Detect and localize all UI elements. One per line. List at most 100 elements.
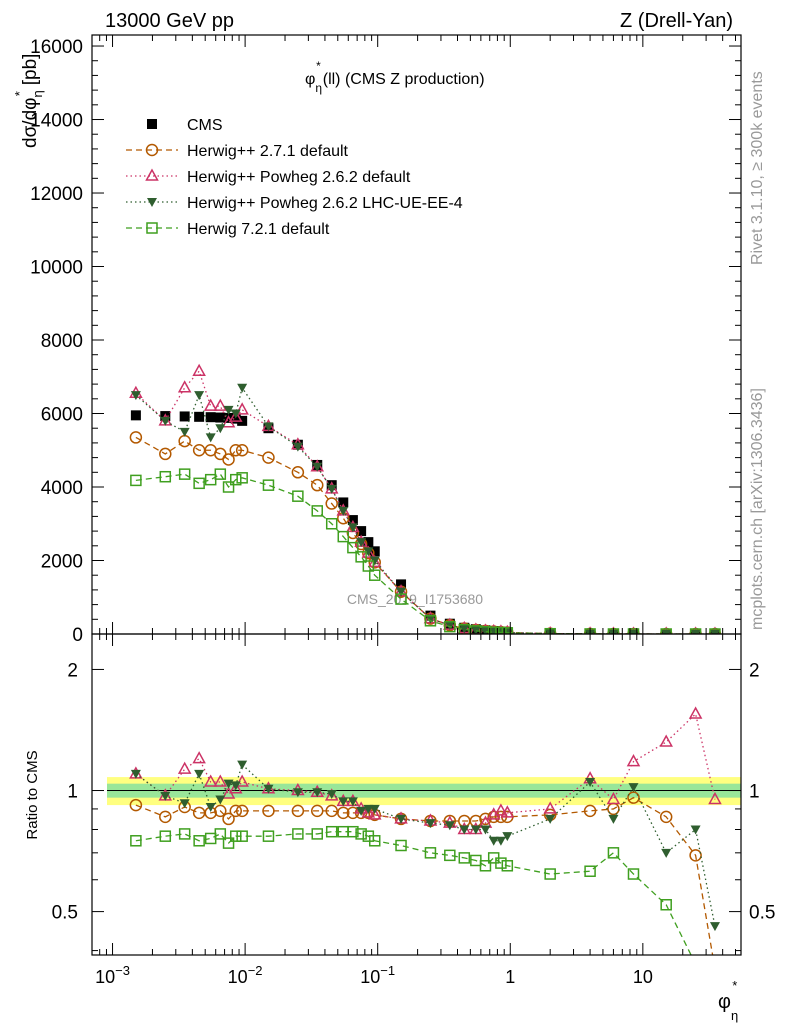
top-ylabel-main: dσ/dφ [20, 98, 41, 148]
ratio-point-powhegUE [292, 788, 303, 798]
xtick-label: 10 [633, 967, 653, 987]
legend-item-herwig271: Herwig++ 2.7.1 default [126, 143, 349, 160]
ratio-series-herwig721 [130, 825, 701, 969]
ratio-point-herwig721 [178, 828, 191, 840]
ratio-point-powhegUE [338, 797, 349, 807]
top-point-CMS [356, 526, 367, 537]
ratio-point-powhegUE [690, 825, 701, 835]
ratio-point-herwig271 [325, 804, 338, 818]
ratio-point-powheg [494, 803, 508, 816]
top-point-CMS [130, 410, 141, 421]
legend-label-powheg: Herwig++ Powheg 2.6.2 default [187, 169, 411, 186]
top-point-herwig271 [159, 447, 172, 461]
top-point-herwig271 [262, 451, 275, 464]
top-point-powhegUE [237, 383, 248, 393]
top-point-powhegUE [363, 547, 374, 557]
ratio-point-herwig271 [229, 804, 243, 818]
ratio-point-powhegUE [608, 814, 619, 824]
top-point-herwig721 [130, 474, 142, 487]
ratio-panel: 10−3 10−2 10−1 1 10 0.5 0.5 1 1 2 2 [52, 633, 775, 987]
top-point-powhegUE [223, 405, 234, 415]
ratio-point-powhegUE [356, 806, 367, 816]
top-point-herwig721 [159, 470, 172, 483]
ratio-point-powhegUE [347, 797, 358, 807]
ratio-point-herwig721 [214, 828, 227, 840]
ratio-point-powheg [203, 774, 218, 787]
top-point-powhegUE [470, 625, 481, 634]
top-point-CMS [179, 411, 190, 422]
top-point-powhegUE [356, 538, 367, 548]
top-point-herwig721 [337, 530, 350, 543]
ratio-ylabel: Ratio to CMS [24, 750, 41, 839]
ratio-point-powhegUE [502, 832, 513, 842]
ratio-point-herwig271 [262, 804, 275, 818]
top-series-herwig271 [129, 431, 722, 634]
top-point-powhegUE [179, 427, 190, 437]
ratio-point-herwig271 [487, 810, 500, 824]
top-point-herwig271 [178, 434, 191, 448]
top-point-CMS [205, 412, 216, 423]
ratio-series-herwig271 [129, 791, 714, 955]
top-point-powhegUE [263, 422, 274, 432]
ratio-point-herwig721 [204, 832, 217, 845]
ratio-point-powhegUE [215, 795, 226, 805]
ratio-point-powheg [192, 751, 206, 764]
ratio-point-powheg [500, 805, 515, 818]
ratio-point-herwig721 [368, 835, 381, 847]
ratio-point-herwig721 [444, 849, 456, 862]
top-point-herwig721 [230, 473, 242, 486]
top-point-powheg [228, 409, 243, 422]
main-title-rest: (ll) (CMS Z production) [323, 71, 485, 88]
top-point-powheg [192, 363, 206, 376]
xtick-label: 1 [505, 967, 515, 987]
top-point-herwig721 [355, 551, 367, 563]
top-point-herwig721 [347, 541, 359, 554]
main-title-phi: φ [305, 71, 315, 88]
ratio-band [107, 777, 741, 806]
top-point-herwig721 [395, 593, 407, 605]
ratio-point-herwig721 [292, 828, 304, 840]
ratio-point-herwig721 [159, 830, 172, 842]
top-point-herwig721 [424, 615, 437, 627]
top-point-herwig721 [236, 472, 248, 484]
top-point-herwig721 [487, 626, 500, 634]
ratio-point-powhegUE [223, 779, 234, 789]
ratio-point-powhegUE [312, 788, 323, 798]
ratio-point-powheg [708, 791, 722, 805]
ratio-point-powhegUE [709, 922, 720, 932]
legend-marker-herwig721 [146, 222, 158, 234]
ratio-point-herwig721 [660, 898, 672, 911]
top-point-powheg [177, 380, 192, 393]
top-point-powhegUE [230, 409, 241, 419]
top-panel: 0 2000 4000 6000 8000 10000 12000 14000 16000 [30, 34, 742, 646]
top-point-powhegUE [194, 391, 205, 401]
ratio-point-herwig721 [607, 847, 620, 859]
top-point-herwig721 [178, 468, 191, 480]
ratio-point-herwig721 [424, 847, 437, 859]
top-point-herwig271 [325, 497, 338, 510]
ratio-point-herwig721 [691, 959, 701, 969]
mcplots-label: mcplots.cern.ch [arXiv:1306.3436] [749, 388, 766, 630]
legend-marker-powheg [145, 168, 159, 181]
top-point-herwig721 [292, 490, 304, 502]
top-series-powhegUE [130, 383, 720, 634]
rivet-label: Rivet 3.1.10, ≥ 300k events [749, 71, 766, 265]
ratio-ytick-label-left: 2 [67, 660, 78, 681]
top-point-herwig271 [291, 466, 305, 479]
xtick-label: 10−1 [360, 963, 395, 987]
ratio-frame [91, 633, 742, 956]
ratio-point-herwig271 [159, 810, 172, 824]
ratio-point-powhegUE [425, 819, 436, 829]
top-point-herwig271 [310, 478, 324, 492]
top-point-herwig271 [222, 453, 235, 466]
ratio-point-powheg [228, 781, 243, 794]
top-point-CMS [237, 415, 248, 426]
top-point-powhegUE [312, 462, 323, 472]
ratio-ytick-label-right: 2 [749, 660, 760, 681]
ratio-point-herwig721 [355, 828, 367, 840]
top-point-powhegUE [709, 629, 720, 634]
ratio-line-powheg [135, 712, 716, 831]
top-point-powhegUE [326, 484, 337, 494]
ratio-point-herwig271 [222, 812, 235, 826]
